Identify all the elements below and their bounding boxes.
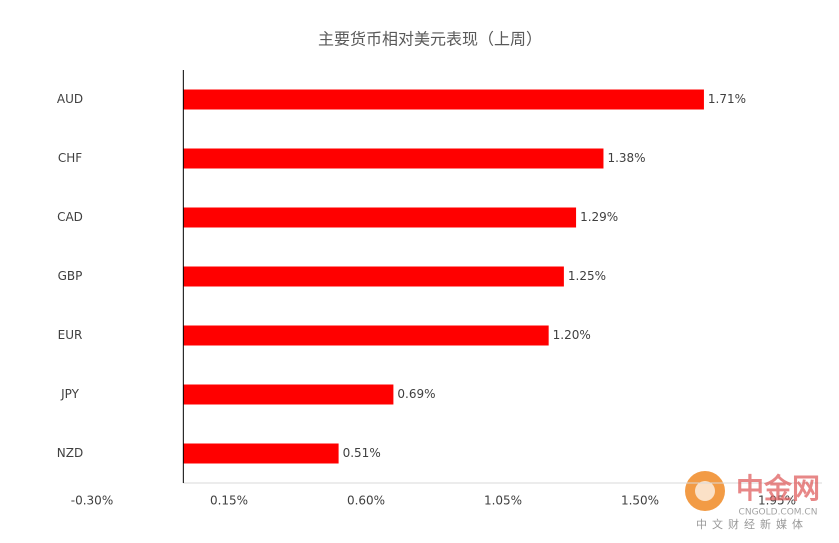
bar (183, 89, 704, 110)
bar (183, 384, 394, 405)
value-label: 1.25% (568, 269, 606, 283)
y-tick-label: JPY (60, 387, 80, 401)
x-tick-label: 1.50% (621, 494, 659, 508)
value-label: 0.69% (397, 387, 435, 401)
value-label: 1.71% (708, 92, 746, 106)
value-label: 1.29% (580, 210, 618, 224)
bar (183, 207, 577, 228)
bar (183, 325, 549, 346)
x-tick-label: 0.15% (210, 494, 248, 508)
y-tick-label: CAD (57, 210, 83, 224)
watermark-domain: CNGOLD.COM.CN (739, 508, 818, 518)
y-tick-label: CHF (58, 151, 82, 165)
watermark-brand: 中金网 (736, 472, 820, 505)
y-tick-label: NZD (57, 446, 83, 460)
value-label: 1.38% (607, 151, 645, 165)
value-label: 1.20% (553, 328, 591, 342)
y-tick-label: EUR (58, 328, 83, 342)
watermark-slogan: 中文财经新媒体 (696, 517, 808, 531)
x-tick-label: 1.95% (758, 494, 796, 508)
chart-title: 主要货币相对美元表现（上周） (318, 30, 542, 49)
value-label: 0.51% (343, 446, 381, 460)
x-tick-label: -0.30% (71, 494, 113, 508)
bar (183, 443, 339, 464)
watermark-logo-inner (695, 481, 715, 501)
x-tick-label: 1.05% (484, 494, 522, 508)
bar (183, 266, 564, 287)
y-tick-label: AUD (57, 92, 83, 106)
x-tick-label: 0.60% (347, 494, 385, 508)
bar (183, 148, 604, 169)
y-tick-label: GBP (58, 269, 83, 283)
